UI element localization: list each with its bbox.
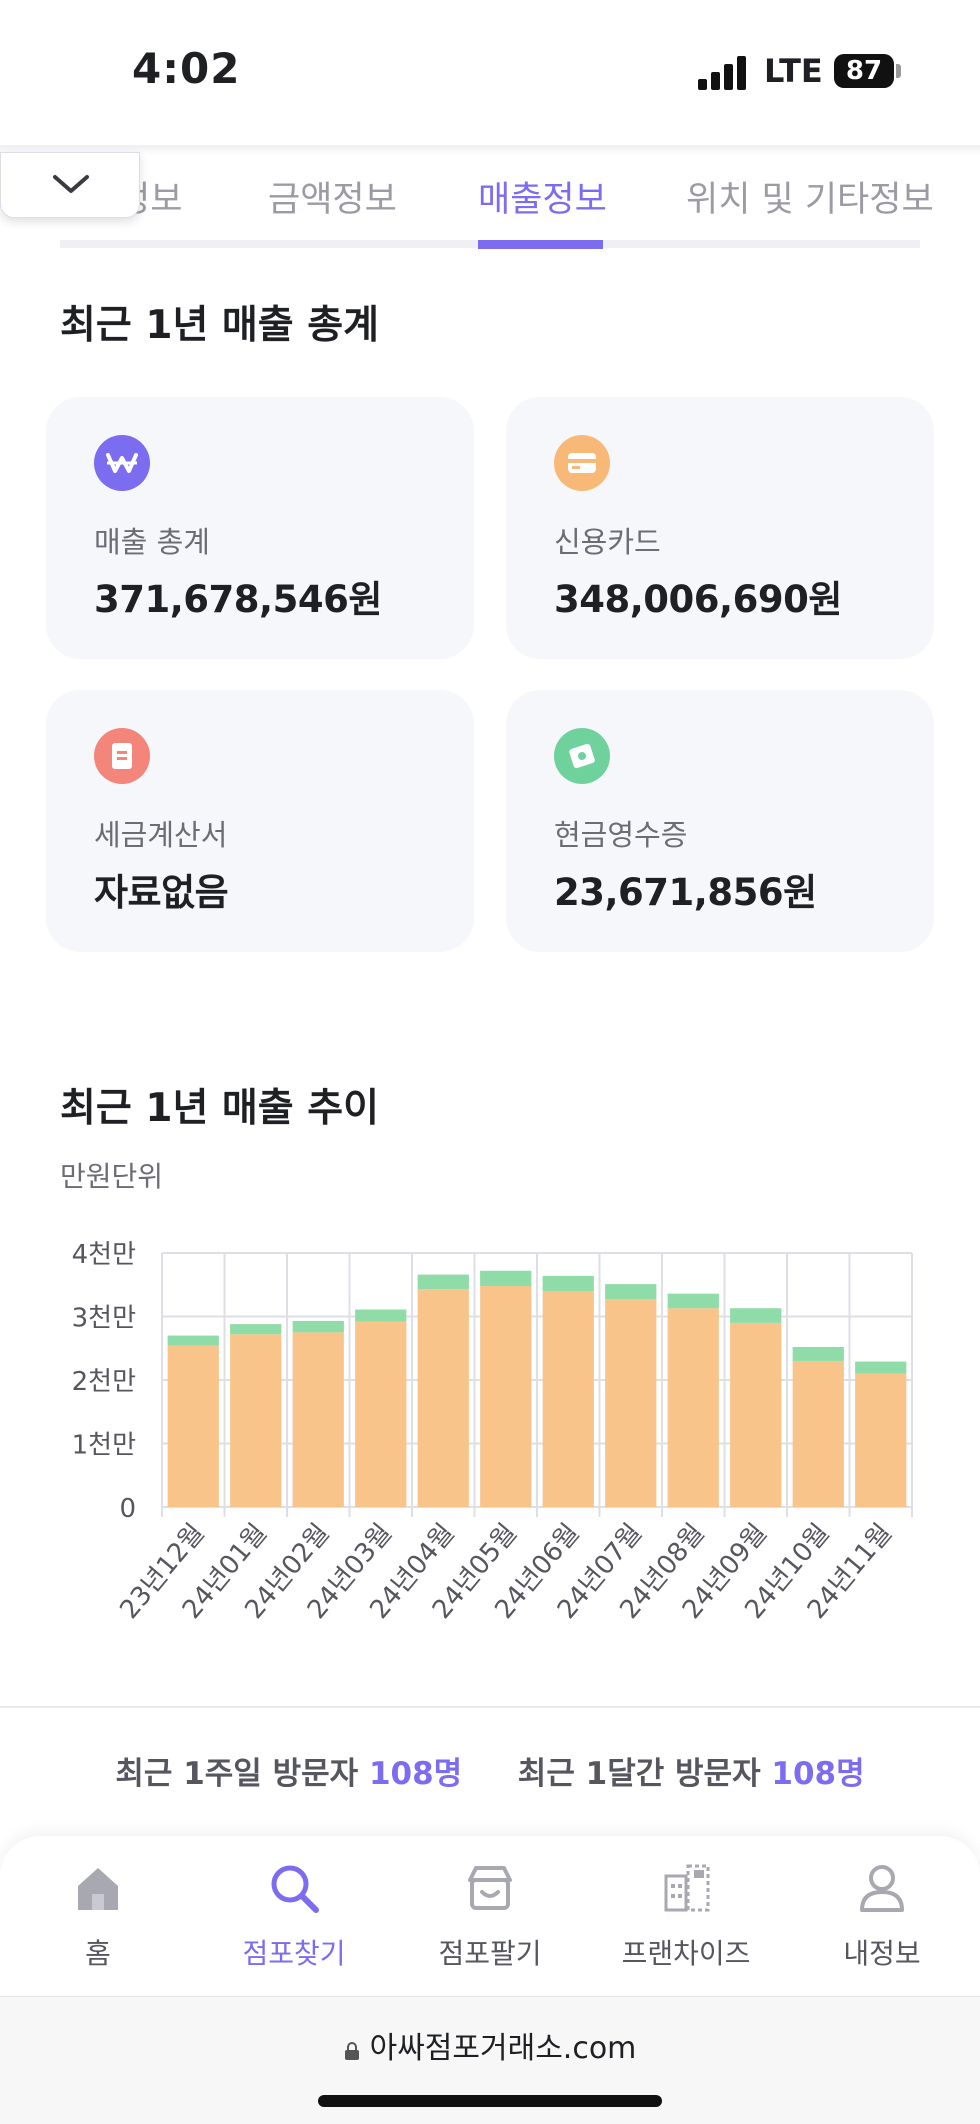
- bar-segment: [292, 1332, 344, 1507]
- url-text: 아싸점포거래소.com: [369, 2031, 637, 2066]
- network-type: LTE: [764, 52, 823, 90]
- bar-segment: [542, 1291, 594, 1507]
- bar-segment: [480, 1270, 532, 1287]
- bar-segment: [667, 1293, 719, 1309]
- section-tabs: 정보 금액정보 매출정보 위치 및 기타정보: [0, 145, 980, 255]
- card-value: 348,006,690원: [554, 578, 842, 621]
- invoice-icon: [94, 728, 150, 784]
- chart-y-ticks: 0 1천만 2천만 3천만 4천만: [72, 1240, 136, 1524]
- card-value: 371,678,546원: [94, 578, 382, 621]
- won-icon: [94, 435, 150, 491]
- status-time: 4:02: [132, 44, 241, 93]
- bar-segment: [605, 1284, 657, 1300]
- bar-segment: [167, 1345, 219, 1507]
- tab-sales-info[interactable]: 매출정보: [478, 180, 607, 220]
- nav-label: 홈: [85, 1937, 111, 1970]
- bar-segment: [230, 1334, 282, 1507]
- home-indicator[interactable]: [318, 2095, 662, 2107]
- bar-segment: [667, 1308, 719, 1507]
- visitor-stats: 최근 1주일 방문자 108명 최근 1달간 방문자 108명: [0, 1748, 980, 1793]
- bar-segment: [730, 1322, 782, 1507]
- search-icon: [271, 1865, 319, 1913]
- nav-label: 프랜차이즈: [621, 1937, 751, 1970]
- chart-grid: [161, 1252, 913, 1517]
- card-label: 신용카드: [554, 525, 661, 559]
- url-display[interactable]: 아싸점포거래소.com: [0, 2023, 980, 2067]
- receipt-icon: [554, 728, 610, 784]
- week-visitors-value: 108명: [368, 1756, 463, 1792]
- status-bar: 4:02 LTE 87: [0, 0, 980, 145]
- card-value: 자료없음: [94, 871, 229, 914]
- browser-url-bar[interactable]: 아싸점포거래소.com: [0, 1996, 980, 2124]
- franchise-icon: [664, 1864, 710, 1912]
- y-tick-label: 1천만: [72, 1431, 136, 1461]
- bar-segment: [855, 1373, 907, 1507]
- chevron-down-icon: [53, 175, 89, 193]
- nav-home[interactable]: 홈: [0, 1836, 196, 1996]
- collapse-button[interactable]: [0, 152, 140, 218]
- bar-segment: [480, 1286, 532, 1507]
- bar-segment: [417, 1289, 469, 1507]
- bar-segment: [355, 1309, 407, 1322]
- nav-my-info[interactable]: 내정보: [784, 1836, 980, 1996]
- battery-icon: 87: [834, 54, 894, 88]
- chart-x-ticks: 23년12월24년01월24년02월24년03월24년04월24년05월24년0…: [114, 1518, 898, 1625]
- tab-active-indicator: [478, 240, 603, 249]
- nav-franchise[interactable]: 프랜차이즈: [588, 1836, 784, 1996]
- profile-icon: [860, 1865, 904, 1912]
- tax-invoice-card: 세금계산서 자료없음: [46, 690, 474, 952]
- nav-sell-store[interactable]: 점포팔기: [392, 1836, 588, 1996]
- bar-segment: [792, 1360, 844, 1507]
- bar-segment: [355, 1321, 407, 1507]
- sales-trend-chart: 0 1천만 2천만 3천만 4천만 23년12월24년01월24년02월24년03월24…: [72, 1240, 913, 1625]
- nav-label: 내정보: [843, 1937, 921, 1970]
- tab-price-info[interactable]: 금액정보: [268, 180, 397, 220]
- battery-nub: [896, 64, 901, 78]
- card-label: 세금계산서: [94, 818, 228, 852]
- nav-find-store[interactable]: 점포찾기: [196, 1836, 392, 1996]
- bar-segment: [230, 1324, 282, 1335]
- bar-segment: [730, 1308, 782, 1323]
- nav-label: 점포찾기: [242, 1937, 346, 1970]
- summary-title: 최근 1년 매출 총계: [60, 303, 380, 348]
- signal-icon: [698, 56, 748, 90]
- bar-segment: [792, 1346, 844, 1361]
- nav-label: 점포팔기: [438, 1937, 542, 1970]
- y-tick-label: 3천만: [72, 1304, 136, 1334]
- bar-segment: [167, 1335, 219, 1346]
- tab-location-info[interactable]: 위치 및 기타정보: [686, 180, 934, 220]
- credit-card-icon: [554, 435, 610, 491]
- bar-segment: [855, 1361, 907, 1374]
- total-sales-card: 매출 총계 371,678,546원: [46, 397, 474, 659]
- section-divider: [0, 1706, 980, 1708]
- trend-title: 최근 1년 매출 추이: [60, 1086, 380, 1131]
- credit-card-card: 신용카드 348,006,690원: [506, 397, 934, 659]
- store-icon: [468, 1866, 512, 1910]
- y-tick-label: 0: [119, 1494, 136, 1524]
- y-tick-label: 2천만: [72, 1367, 136, 1397]
- chart-bars: [167, 1270, 907, 1507]
- bar-segment: [417, 1274, 469, 1290]
- card-value: 23,671,856원: [554, 871, 817, 914]
- bar-segment: [605, 1299, 657, 1507]
- header-shadow: [0, 145, 980, 155]
- month-visitors-value: 108명: [771, 1756, 865, 1792]
- y-tick-label: 4천만: [72, 1240, 136, 1270]
- bar-segment: [542, 1275, 594, 1292]
- card-label: 현금영수증: [554, 818, 688, 852]
- bar-segment: [292, 1320, 344, 1333]
- home-icon: [78, 1868, 118, 1910]
- week-visitors-label: 최근 1주일 방문자: [115, 1756, 359, 1792]
- bottom-nav: 홈 점포찾기 점포팔기 프랜차이즈 내정보: [0, 1836, 980, 1996]
- unit-label: 만원단위: [60, 1160, 164, 1193]
- lock-icon: [344, 2042, 359, 2060]
- card-label: 매출 총계: [94, 525, 210, 559]
- month-visitors-label: 최근 1달간 방문자: [517, 1756, 761, 1792]
- cash-receipt-card: 현금영수증 23,671,856원: [506, 690, 934, 952]
